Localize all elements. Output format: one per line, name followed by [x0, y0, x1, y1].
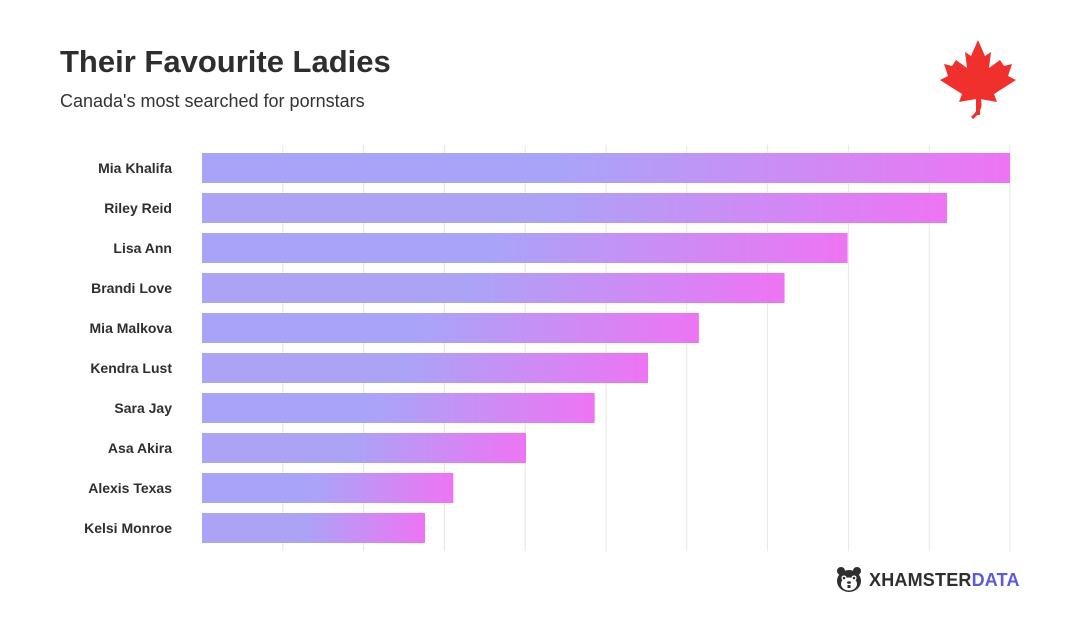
category-label: Alexis Texas: [88, 480, 172, 496]
bar-riley-reid: [202, 193, 947, 223]
bar-lisa-ann: [202, 233, 848, 263]
bars: [202, 153, 1010, 543]
category-label: Sara Jay: [114, 400, 172, 416]
category-label: Asa Akira: [108, 440, 172, 456]
logo-brand-accent: DATA: [971, 569, 1020, 590]
logo-brand: XHAMSTER: [869, 569, 972, 590]
category-label: Kendra Lust: [90, 360, 172, 376]
bar-alexis-texas: [202, 473, 454, 503]
chart-subtitle: Canada's most searched for pornstars: [60, 91, 365, 111]
bar-mia-khalifa: [202, 153, 1010, 183]
bar-kendra-lust: [202, 353, 649, 383]
bar-brandi-love: [202, 273, 785, 303]
category-label: Mia Malkova: [90, 320, 173, 336]
category-label: Kelsi Monroe: [84, 520, 172, 536]
chart-title: Their Favourite Ladies: [60, 44, 391, 79]
category-label: Riley Reid: [104, 200, 172, 216]
hamster-face-icon: [837, 567, 861, 592]
category-label: Brandi Love: [91, 280, 172, 296]
bar-asa-akira: [202, 433, 527, 463]
xhamster-data-logo: XHAMSTER DATA: [834, 564, 1020, 596]
category-label: Lisa Ann: [113, 240, 172, 256]
category-label: Mia Khalifa: [98, 160, 172, 176]
maple-leaf-icon: [940, 40, 1016, 120]
bar-kelsi-monroe: [202, 513, 426, 543]
bar-mia-malkova: [202, 313, 699, 343]
category-labels: Mia Khalifa Riley Reid Lisa Ann Brandi Love…: [84, 160, 172, 536]
bar-sara-jay: [202, 393, 595, 423]
